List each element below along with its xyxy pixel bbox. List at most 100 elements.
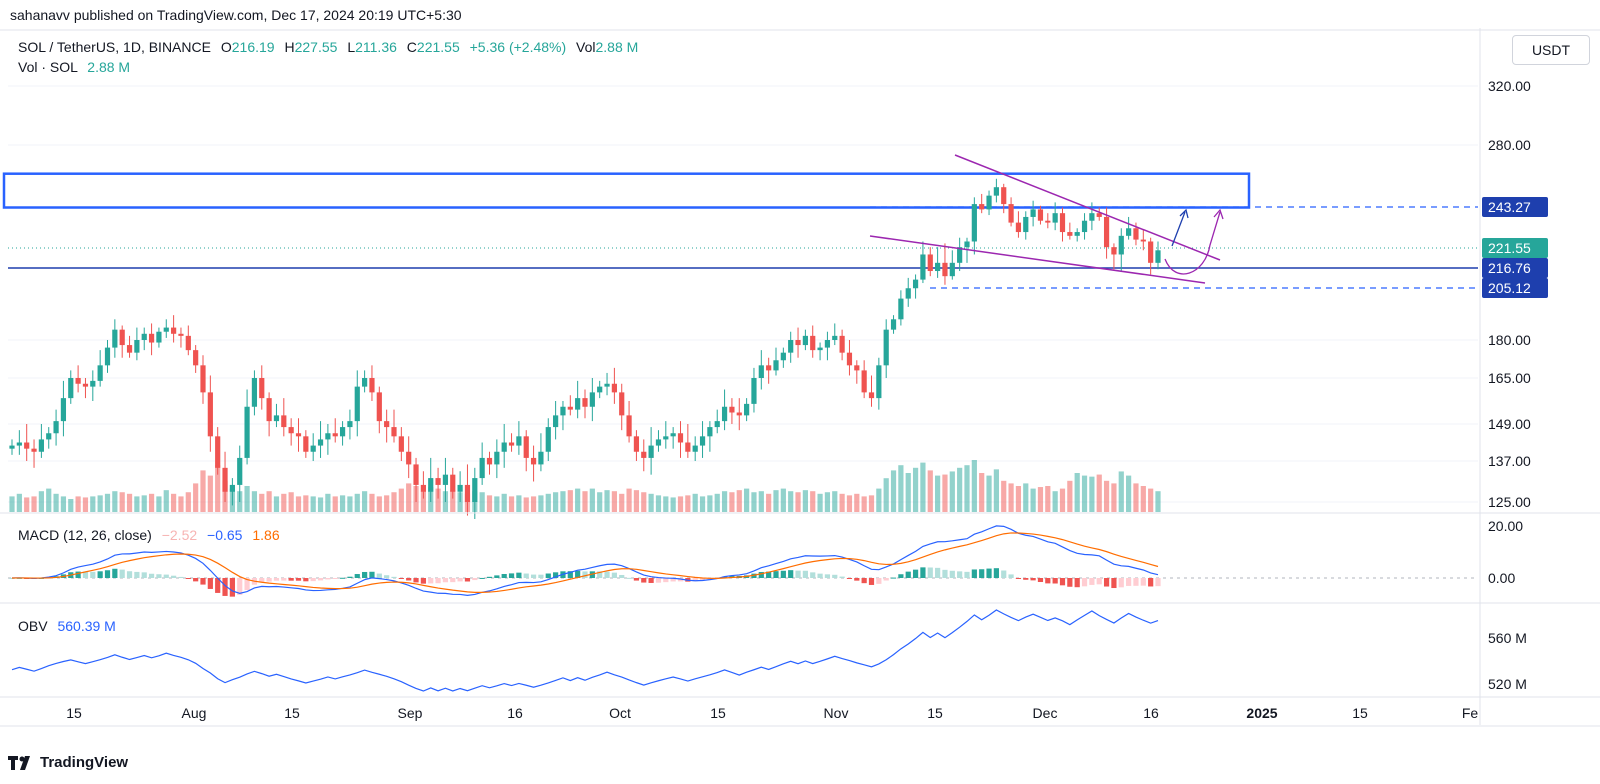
volume-bar [112, 491, 118, 512]
resistance-zone [2, 172, 1251, 209]
candle-body [281, 415, 287, 428]
macd-hist-bar [303, 578, 309, 582]
candle-body [1081, 220, 1088, 233]
volume-bar [824, 492, 831, 512]
volume-bar [641, 492, 647, 512]
macd-hist-bar [317, 578, 324, 581]
volume-bar [332, 496, 338, 512]
volume-bar [964, 465, 970, 512]
macd-hist-bar [949, 570, 955, 578]
volume-bar [766, 493, 772, 512]
macd-hist-bar [376, 573, 382, 578]
candle-body [222, 467, 228, 492]
macd-hist-bar [171, 575, 177, 578]
volume-bar [53, 493, 59, 512]
macd-hist-bar [670, 578, 676, 582]
macd-hist-bar [141, 572, 147, 578]
high-value: 227.55 [294, 39, 338, 55]
volume-bar [369, 493, 375, 512]
candle-body [97, 365, 103, 381]
volume-bar [685, 495, 691, 512]
candle-body [347, 421, 353, 428]
vol-legend: Vol · SOL 2.88 M [18, 59, 130, 75]
macd-hist-bar [575, 570, 581, 578]
volume-bar [802, 490, 808, 512]
volume-bar [516, 495, 522, 512]
candle-body [721, 406, 728, 422]
candle-body [148, 333, 155, 343]
volume-bar [362, 491, 368, 512]
volume-bar [200, 470, 206, 512]
macd-hist-bar [494, 575, 500, 578]
macd-hist-bar [545, 573, 551, 578]
volume-bar [1052, 491, 1058, 512]
candle-body [46, 433, 52, 440]
bounce-arrow-head [1179, 208, 1189, 219]
volume-bar [876, 488, 882, 512]
candle-body [435, 478, 441, 485]
symbol-legend: SOL / TetherUS, 1D, BINANCE O216.19 H227… [18, 39, 638, 55]
price-tick-label: 137.00 [1488, 453, 1531, 469]
macd-hist-bar [1140, 578, 1146, 586]
obv-pane [11, 609, 1159, 692]
volume-bar [773, 490, 779, 512]
time-tick-label: 15 [927, 705, 943, 721]
macd-hist-bar [854, 578, 860, 581]
volume-bar [670, 497, 676, 512]
macd-hist-bar [861, 578, 867, 584]
candle-body [420, 484, 426, 492]
volume-bar [1037, 487, 1044, 512]
tradingview-brand: TradingView [40, 754, 129, 771]
macd-line-value: −0.65 [207, 527, 243, 543]
volume-bar [788, 491, 794, 512]
volume-bar [82, 497, 89, 512]
macd-hist-bar [185, 578, 191, 579]
candle-body [751, 378, 757, 404]
macd-hist-bar [82, 571, 89, 578]
volume-bar [16, 493, 22, 512]
macd-hist-bar [1008, 574, 1014, 578]
macd-hist-bar [677, 578, 684, 582]
candle-body [633, 436, 640, 452]
macd-hist-bar [942, 569, 948, 578]
volume-bar [744, 488, 750, 512]
macd-hist-bar [362, 571, 368, 578]
wedge-upper-line [954, 154, 1221, 261]
volume-bar [1096, 474, 1102, 512]
volume-bar [317, 497, 324, 512]
macd-hist-bar [325, 578, 331, 580]
price-label-bg [1482, 278, 1548, 298]
macd-hist-bar [567, 571, 573, 578]
candle-body [295, 433, 302, 437]
candle-body [993, 187, 999, 196]
macd-hist-bar [148, 573, 155, 578]
macd-hist-bar [604, 571, 610, 578]
volume-bar [244, 486, 250, 512]
volume-bar [1148, 488, 1154, 512]
volume-bar [986, 475, 992, 512]
macd-hist-bar [391, 576, 397, 578]
candle-body [486, 457, 493, 465]
candle-body [288, 427, 294, 434]
macd-hist-bar [898, 574, 904, 578]
high-label: H [284, 39, 295, 55]
candle-body [442, 474, 449, 485]
volume-bar [597, 492, 603, 512]
currency-button[interactable]: USDT [1512, 35, 1590, 65]
volume-bar [295, 496, 302, 512]
macd-hist-bar [839, 576, 845, 578]
volume-bar [281, 493, 287, 512]
volume-bar [119, 492, 125, 512]
candle-body [479, 457, 485, 479]
volume-bar [339, 495, 346, 512]
price-tick-label: 125.00 [1488, 494, 1531, 510]
macd-hist-bar [501, 573, 507, 578]
macd-hist-bar [553, 572, 559, 578]
tradingview-logo[interactable]: TradingView [8, 754, 128, 771]
price-tick-label: 320.00 [1488, 78, 1531, 94]
macd-hist-bar [413, 578, 419, 583]
volume-bar [141, 495, 147, 512]
volume-bar [553, 492, 559, 512]
price-label: 221.55 [1488, 240, 1531, 256]
